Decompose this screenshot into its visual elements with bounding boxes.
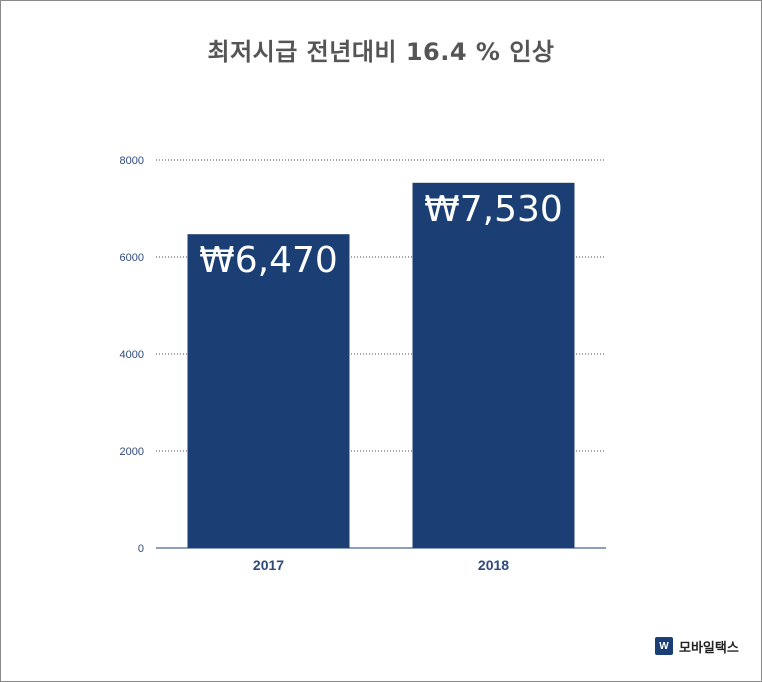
chart-title: 최저시급 전년대비 16.4 % 인상 — [207, 38, 555, 66]
brand-name: 모바일택스 — [679, 640, 739, 656]
brand-watermark: W 모바일택스 — [655, 636, 739, 656]
y-tick-label: 6000 — [120, 252, 144, 264]
x-tick-label-2017: 2017 — [253, 557, 284, 573]
bar-2017 — [187, 234, 350, 548]
brand-logo-icon: W — [655, 637, 673, 655]
x-tick-label-2018: 2018 — [478, 557, 509, 573]
y-tick-label: 2000 — [120, 446, 144, 458]
y-tick-label: 8000 — [120, 155, 144, 167]
y-axis-ticks: 0 2000 4000 6000 8000 — [120, 155, 144, 555]
data-label-2017: ₩6,470 — [199, 240, 338, 281]
y-tick-label: 0 — [138, 543, 144, 555]
data-labels: ₩6,470 ₩7,530 — [199, 189, 563, 281]
x-axis-ticks: 2017 2018 — [253, 557, 509, 573]
data-label-2018: ₩7,530 — [424, 189, 563, 230]
bar-2018 — [412, 182, 575, 549]
bars — [187, 182, 575, 549]
y-tick-label: 4000 — [120, 349, 144, 361]
